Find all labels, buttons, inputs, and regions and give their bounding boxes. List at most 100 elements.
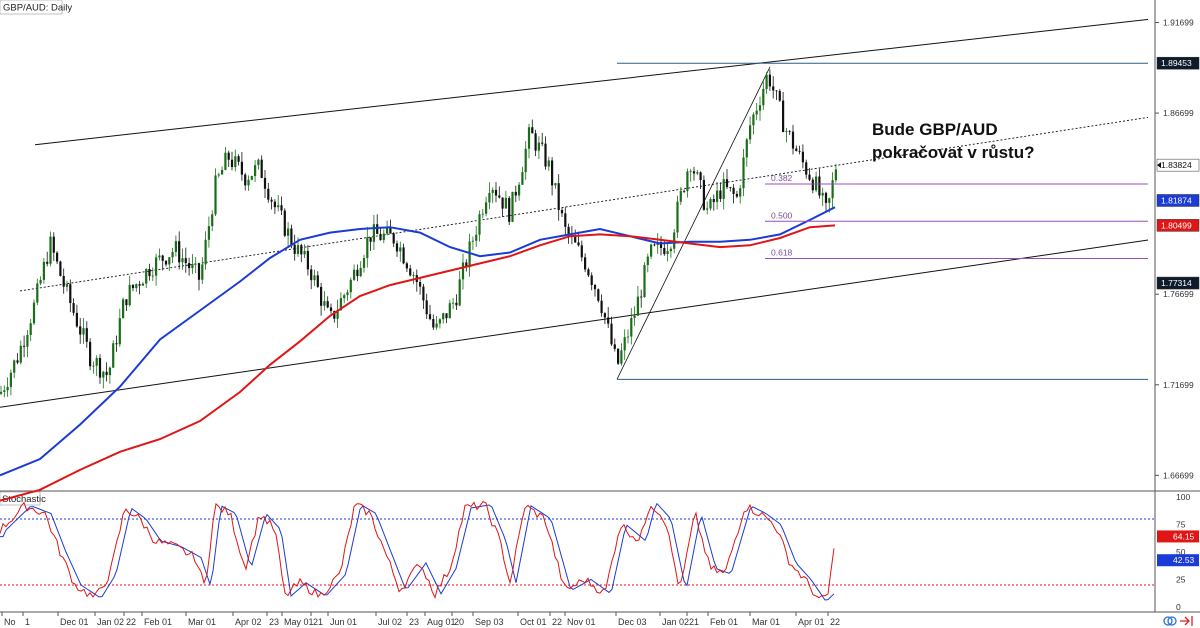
candle-body xyxy=(178,241,181,263)
candle-body xyxy=(89,341,92,367)
candle-body xyxy=(491,189,494,193)
price-tag-box xyxy=(1156,56,1200,70)
candle-body xyxy=(19,345,22,363)
candle-body xyxy=(669,248,672,252)
candle-body xyxy=(336,310,339,319)
price-tag-box xyxy=(1156,276,1200,290)
candle-body xyxy=(221,169,224,175)
price-tag-box xyxy=(1156,219,1200,232)
candle-body xyxy=(82,328,85,335)
candle-body xyxy=(603,313,606,318)
candle-body xyxy=(65,284,69,287)
candle-body xyxy=(739,188,742,197)
candle-body xyxy=(155,257,158,276)
candle-body xyxy=(630,317,633,337)
candle-body xyxy=(735,193,738,197)
current-price-marker xyxy=(1157,162,1161,169)
candle-body xyxy=(831,180,834,199)
x-tick-label: Feb 01 xyxy=(710,617,738,627)
candle-body xyxy=(650,244,653,257)
candle-body xyxy=(343,295,346,299)
channel-upper-line xyxy=(34,18,1149,146)
candle-body xyxy=(494,189,498,196)
candle-body xyxy=(508,197,511,222)
candle-body xyxy=(339,298,342,311)
candle-body xyxy=(626,336,630,338)
x-tick-label: Dec 03 xyxy=(618,617,647,627)
x-tick-label: 22 xyxy=(126,617,136,627)
candle-body xyxy=(181,258,184,263)
candle-body xyxy=(560,209,564,214)
candle-body xyxy=(745,139,748,158)
candle-body xyxy=(425,300,428,315)
candle-body xyxy=(524,148,527,173)
candle-body xyxy=(471,240,474,242)
candle-body xyxy=(475,234,478,241)
x-tick-label: 20 xyxy=(454,617,464,627)
candle-body xyxy=(564,213,567,227)
candle-body xyxy=(247,179,250,186)
candle-body xyxy=(9,372,12,387)
x-tick-label: 22 xyxy=(830,617,840,627)
candle-body xyxy=(828,198,831,203)
candle-body xyxy=(432,319,435,328)
candle-body xyxy=(442,313,445,320)
candle-body xyxy=(732,187,735,194)
x-tick-label: Mar 01 xyxy=(752,617,780,627)
sync-icon[interactable] xyxy=(1163,616,1177,626)
candle-body xyxy=(254,165,257,177)
candle-body xyxy=(755,110,758,115)
candle-body xyxy=(514,191,517,196)
candle-body xyxy=(448,303,451,319)
candle-body xyxy=(504,197,507,209)
candle-body xyxy=(584,257,587,270)
x-tick-label: Dec 01 xyxy=(60,617,89,627)
candle-body xyxy=(102,371,105,378)
candle-body xyxy=(821,192,824,196)
moving-averages xyxy=(0,206,836,502)
candle-body xyxy=(277,205,280,208)
candle-body xyxy=(778,90,781,101)
x-tick-label: Aug 01 xyxy=(427,617,456,627)
candle-body xyxy=(593,284,597,290)
candle-body xyxy=(815,176,818,191)
callout-line-2: pokračovat v růstu? xyxy=(872,143,1035,162)
candle-body xyxy=(227,152,230,160)
x-tick-label: 21 xyxy=(689,617,699,627)
candle-body xyxy=(580,245,583,258)
candle-body xyxy=(300,245,303,255)
candle-body xyxy=(501,197,504,209)
candle-body xyxy=(386,227,389,234)
candle-body xyxy=(75,312,78,327)
candle-body xyxy=(23,345,26,347)
candle-body xyxy=(692,171,696,174)
price-tag: 1.89453 xyxy=(1161,58,1192,68)
candle-body xyxy=(485,202,488,214)
candle-body xyxy=(234,156,237,168)
y-tick-label: 1.91699 xyxy=(1163,18,1194,28)
arrow-right-icon[interactable] xyxy=(1180,616,1193,626)
x-tick-label: 21 xyxy=(313,617,323,627)
candle-body xyxy=(267,188,270,200)
candle-body xyxy=(587,269,590,276)
candle-body xyxy=(52,236,55,253)
candle-body xyxy=(62,275,65,287)
candle-body xyxy=(653,244,656,246)
candle-body xyxy=(399,247,402,252)
candle-body xyxy=(260,159,263,178)
candle-body xyxy=(752,114,755,126)
candle-body xyxy=(663,247,666,255)
candle-body xyxy=(722,179,725,199)
candle-body xyxy=(392,233,395,244)
price-tag: 1.77314 xyxy=(1161,278,1192,288)
candle-body xyxy=(287,228,290,236)
candle-body xyxy=(666,251,669,255)
candle-body xyxy=(435,323,438,328)
x-tick-label: Jan 02 xyxy=(97,617,124,627)
candle-body xyxy=(211,214,214,227)
candle-body xyxy=(808,174,811,180)
candle-body xyxy=(270,199,273,202)
candle-body xyxy=(834,169,837,181)
candle-body xyxy=(313,275,316,281)
candle-body xyxy=(118,318,121,345)
